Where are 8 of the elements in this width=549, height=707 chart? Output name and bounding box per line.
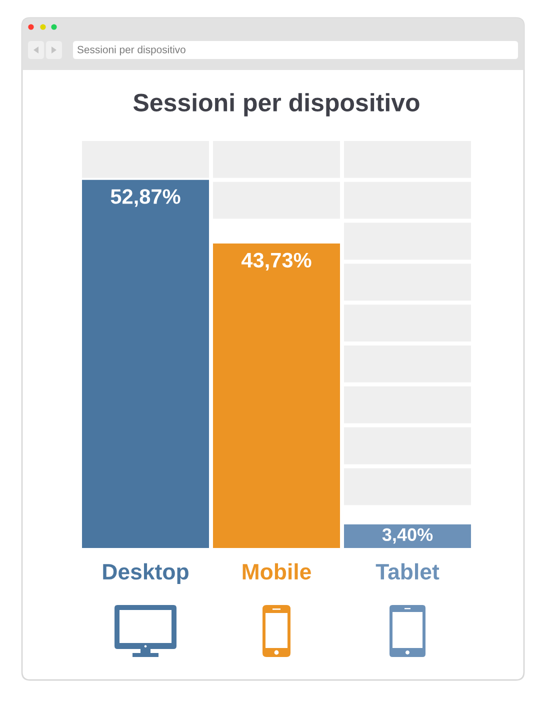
- data-label: 3,40%: [382, 528, 433, 544]
- text: Sessioni per dispositivo: [77, 46, 186, 56]
- chart-title: Sessioni per dispositivo: [133, 93, 420, 116]
- data-label: 52,87%: [110, 189, 180, 207]
- x-tick-label: Tablet: [376, 563, 440, 580]
- data-label: 43,73%: [241, 252, 312, 271]
- x-tick-label: Desktop: [103, 563, 188, 584]
- x-tick-label: Mobile: [242, 563, 311, 580]
